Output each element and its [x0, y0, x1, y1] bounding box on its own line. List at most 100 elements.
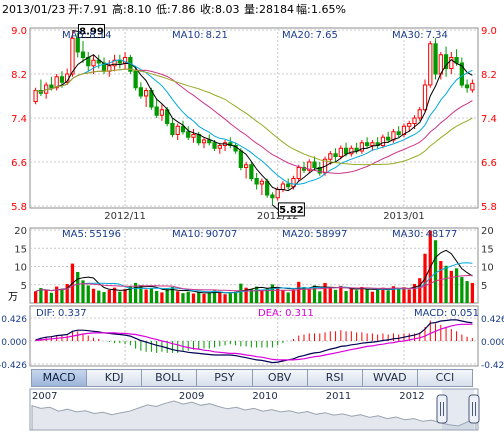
volume-bar — [397, 288, 401, 303]
tab-cci[interactable]: CCI — [416, 369, 473, 387]
volume-bar — [144, 289, 148, 303]
candle-body — [159, 109, 165, 116]
candle-body — [464, 84, 470, 89]
price-tick-right: 5.8 — [481, 202, 497, 213]
volume-bar — [33, 291, 38, 303]
volume-bar — [76, 271, 80, 303]
candle-body — [75, 37, 80, 53]
candle-body — [180, 125, 186, 133]
legend-dif: DIF: 0.337 — [36, 308, 87, 319]
macd-series — [35, 319, 473, 364]
volume-bar — [249, 289, 254, 303]
candle-body — [54, 76, 59, 89]
volume-bar — [323, 282, 327, 303]
volume-bar — [465, 281, 469, 303]
header-volume-value: 28184 — [259, 3, 294, 16]
price-tick-right: 8.2 — [481, 70, 497, 81]
volume-bar — [281, 290, 285, 303]
volume-bar — [402, 287, 406, 303]
volume-bar — [265, 288, 269, 303]
header-high-value: 8.10 — [127, 3, 152, 16]
tab-kdj[interactable]: KDJ — [86, 369, 143, 387]
candle-body — [133, 70, 138, 89]
volume-bar — [176, 291, 180, 303]
volume-bar — [349, 288, 353, 303]
legend-price-ma5: MA5: 8.14 — [62, 30, 111, 41]
volume-bar — [218, 292, 222, 303]
volume-bar — [439, 261, 443, 303]
legend-macd: MACD: 0.051 — [414, 308, 479, 319]
header-close-label: 收: — [200, 2, 215, 16]
candle-body — [243, 164, 249, 168]
tab-wvad[interactable]: WVAD — [361, 369, 418, 387]
candle-body — [207, 139, 212, 144]
candle-body — [286, 183, 291, 188]
legend-price-ma30: MA30: 7.34 — [392, 30, 448, 41]
candle-body — [333, 153, 338, 157]
header-volume-label: 量: — [244, 3, 259, 16]
volume-bar — [376, 289, 380, 303]
volume-bar — [212, 290, 217, 303]
header-low-value: 7.86 — [171, 3, 196, 16]
volume-bar — [112, 287, 117, 303]
candle-body — [191, 134, 196, 138]
price-ma5-line — [35, 54, 473, 192]
candle-body — [80, 51, 86, 58]
candle-body — [428, 43, 433, 86]
overview-year-label: 2007 — [32, 391, 57, 402]
candle-body — [33, 90, 38, 102]
candle-body — [170, 123, 175, 135]
tab-rsi[interactable]: RSI — [306, 369, 363, 387]
tab-boll[interactable]: BOLL — [141, 369, 198, 387]
volume-bar — [65, 284, 69, 303]
volume-bar — [81, 280, 85, 303]
candle-body — [407, 123, 412, 127]
tab-macd[interactable]: MACD — [31, 369, 88, 387]
volume-bar — [328, 288, 332, 303]
header-low-label: 低: — [156, 3, 171, 16]
candle-body — [186, 131, 191, 138]
indicator-tabs: MACD KDJ BOLL PSY OBV RSI WVAD CCI — [31, 369, 473, 387]
overview-handle-left[interactable] — [436, 394, 448, 424]
candle-body — [259, 180, 265, 185]
volume-bar — [297, 281, 301, 303]
volume-bar — [418, 278, 422, 303]
candle-body — [238, 150, 243, 168]
tab-obv[interactable]: OBV — [251, 369, 308, 387]
volume-tick-left: 20 — [14, 226, 27, 237]
macd-tick-left: 0.000 — [1, 338, 27, 348]
price-ma30-line — [35, 68, 473, 166]
volume-tick-right: 10 — [481, 263, 494, 274]
volume-bar — [165, 289, 169, 303]
overview-strip[interactable]: 2007 2009 2010 2011 2012 — [29, 388, 480, 431]
volume-bar — [344, 290, 348, 303]
candle-body — [117, 59, 122, 64]
macd-tick-right: -0.426 — [481, 361, 504, 371]
candle-body — [265, 180, 270, 196]
volume-bar — [181, 293, 185, 303]
candle-body — [249, 164, 254, 179]
volume-bar — [207, 292, 211, 303]
overview-area — [31, 400, 477, 431]
legend-price-ma10: MA10: 8.21 — [172, 30, 228, 41]
volume-bar — [233, 291, 238, 303]
header-date: 2013/01/23 — [2, 3, 65, 16]
volume-tick-right: 20 — [481, 226, 494, 237]
volume-ma-lines — [35, 249, 473, 294]
volume-bar — [354, 290, 359, 303]
candle-body — [328, 153, 333, 160]
volume-bar — [286, 292, 290, 303]
volume-bar — [239, 283, 243, 303]
moving-average-lines — [35, 54, 473, 192]
volume-bar — [228, 293, 232, 303]
candle-body — [343, 147, 349, 155]
header-change-label: 幅: — [296, 3, 311, 16]
candle-body — [154, 106, 159, 116]
candle-body — [433, 43, 438, 75]
tab-psy[interactable]: PSY — [196, 369, 253, 387]
overview-handle-right[interactable] — [468, 394, 480, 424]
volume-bar — [191, 293, 196, 303]
volume-bar — [107, 289, 111, 303]
volume-tick-left: 15 — [14, 244, 27, 255]
